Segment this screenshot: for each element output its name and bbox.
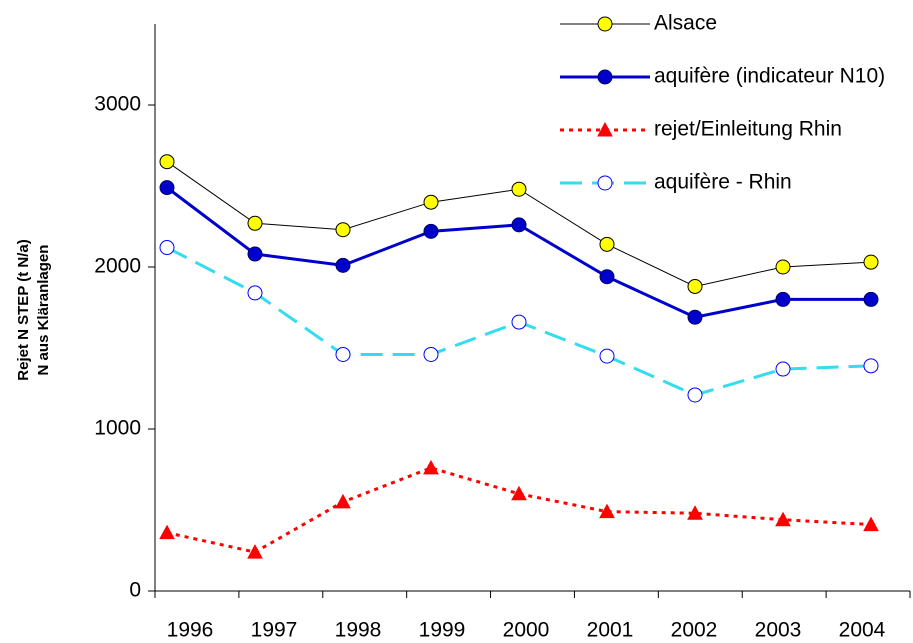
legend-marker (597, 175, 613, 191)
series-line (166, 186, 871, 319)
marker (599, 269, 615, 285)
marker (687, 505, 703, 520)
legend-item: aquifère (indicateur N10) (560, 65, 885, 88)
x-tick-label: 2003 (755, 619, 802, 642)
y-tick-label: 2000 (94, 255, 141, 278)
x-tick-label: 2001 (587, 619, 634, 642)
series (159, 240, 879, 403)
legend-marker (597, 16, 613, 32)
marker (335, 257, 351, 273)
marker (599, 236, 615, 252)
marker (775, 361, 791, 377)
marker (423, 194, 439, 210)
marker (863, 516, 879, 532)
marker (511, 314, 527, 330)
marker (423, 346, 439, 362)
marker (159, 240, 175, 256)
x-tick-label: 2000 (503, 619, 550, 642)
legend-label: aquifère - Rhin (654, 171, 792, 194)
y-tick-label: 1000 (94, 417, 141, 440)
marker (247, 215, 263, 231)
legend-item: Alsace (560, 12, 717, 35)
marker (335, 493, 351, 509)
marker (247, 285, 263, 301)
series (159, 180, 879, 325)
marker (159, 154, 175, 170)
y-tick-label: 3000 (94, 93, 141, 116)
marker (863, 291, 879, 307)
y-axis-title: Rejet N STEP (t N/a) N aus Kläranlagen (15, 239, 52, 380)
marker (775, 259, 791, 275)
legend-marker (597, 69, 613, 85)
marker (247, 544, 263, 559)
series (159, 459, 879, 559)
x-tick-label: 1999 (419, 619, 466, 642)
y-label-line: N aus Kläranlagen (35, 245, 52, 376)
marker (599, 348, 615, 364)
marker (159, 524, 175, 540)
marker (423, 223, 439, 239)
legend-label: aquifère (indicateur N10) (654, 65, 885, 88)
series (159, 154, 879, 294)
marker (863, 254, 879, 270)
legend-label: rejet/Einleitung Rhin (654, 118, 842, 141)
marker (687, 278, 703, 294)
x-tick-label: 1997 (251, 619, 298, 642)
series-line (166, 466, 872, 554)
marker (247, 246, 263, 262)
marker (599, 503, 615, 519)
marker (863, 358, 879, 374)
marker (159, 180, 175, 196)
marker (775, 291, 791, 307)
legend-item: rejet/Einleitung Rhin (560, 118, 842, 141)
x-tick-label: 1996 (167, 619, 214, 642)
y-label-line: Rejet N STEP (t N/a) (15, 239, 32, 380)
marker (335, 222, 351, 238)
x-tick-label: 2004 (839, 619, 886, 642)
legend-item: aquifère - Rhin (560, 171, 792, 194)
marker (687, 309, 703, 325)
marker (511, 485, 527, 501)
marker (335, 346, 351, 362)
marker (687, 387, 703, 403)
marker (775, 511, 791, 527)
marker (511, 181, 527, 197)
legend-label: Alsace (654, 12, 717, 35)
x-tick-label: 1998 (335, 619, 382, 642)
marker (423, 459, 439, 475)
legend-marker (597, 121, 613, 137)
y-tick-label: 0 (129, 579, 141, 602)
marker (511, 217, 527, 233)
x-tick-label: 2002 (671, 619, 718, 642)
